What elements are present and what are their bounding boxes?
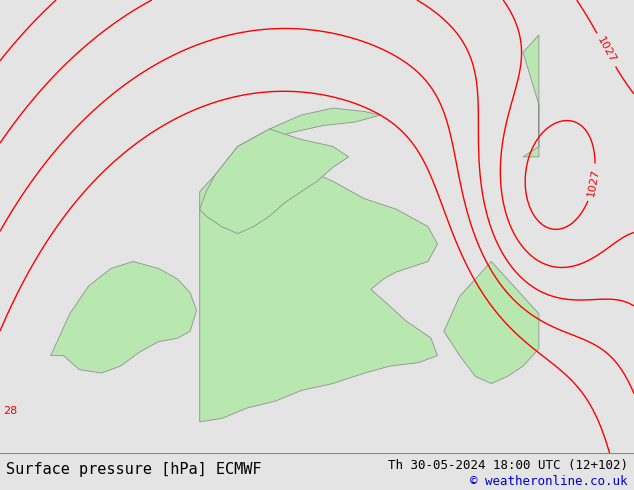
Text: Th 30-05-2024 18:00 UTC (12+102): Th 30-05-2024 18:00 UTC (12+102) bbox=[387, 459, 628, 472]
Polygon shape bbox=[200, 108, 437, 422]
Text: © weatheronline.co.uk: © weatheronline.co.uk bbox=[470, 475, 628, 488]
Polygon shape bbox=[523, 35, 539, 157]
Text: 28: 28 bbox=[3, 406, 17, 416]
Text: Surface pressure [hPa] ECMWF: Surface pressure [hPa] ECMWF bbox=[6, 463, 262, 477]
Polygon shape bbox=[444, 262, 539, 384]
Polygon shape bbox=[51, 262, 197, 373]
Text: 1027: 1027 bbox=[595, 35, 618, 65]
Text: 1027: 1027 bbox=[586, 168, 601, 197]
Polygon shape bbox=[200, 129, 349, 234]
